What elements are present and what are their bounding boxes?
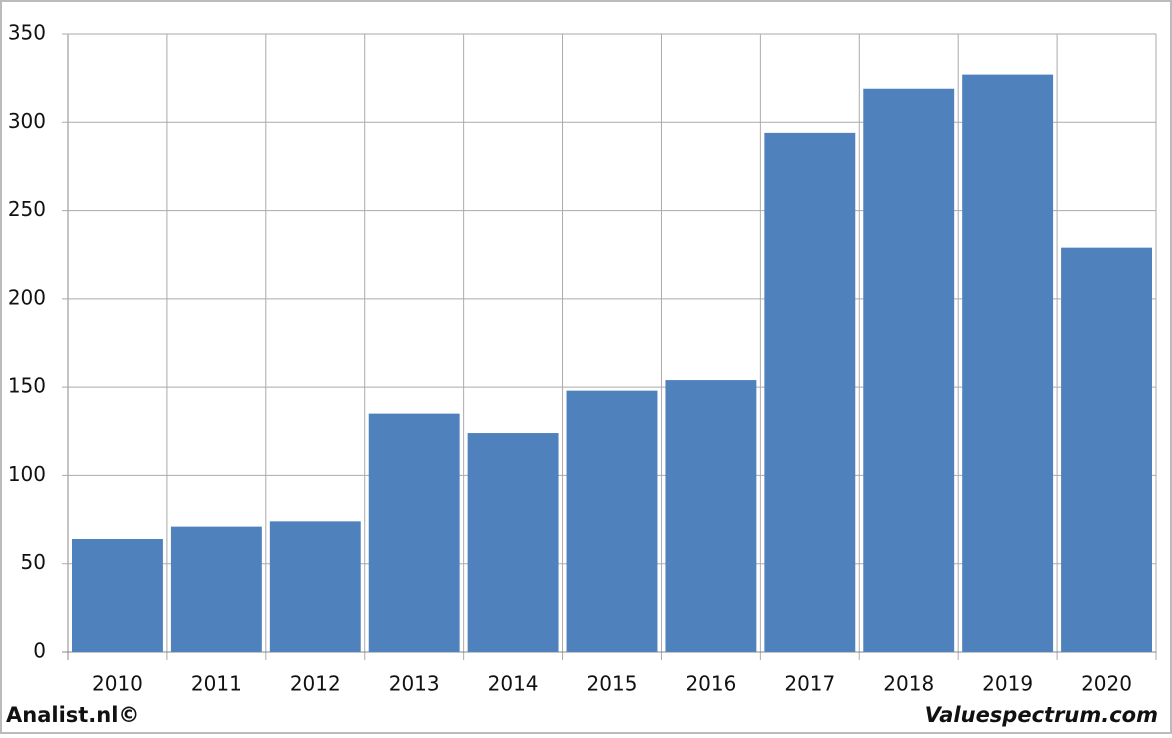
bar	[764, 132, 856, 652]
y-tick-label: 250	[8, 197, 46, 221]
bar	[269, 521, 361, 652]
footer-left: Analist.nl©	[6, 703, 139, 727]
y-tick-label: 0	[33, 639, 46, 663]
y-tick-label: 50	[21, 550, 46, 574]
footer-right: Valuespectrum.com	[925, 703, 1158, 727]
y-tick-label: 200	[8, 285, 46, 309]
x-tick-label: 2016	[685, 672, 736, 696]
bar	[665, 380, 757, 652]
x-tick-label: 2019	[982, 672, 1033, 696]
bar	[170, 526, 262, 652]
y-tick-label: 150	[8, 374, 46, 398]
x-tick-label: 2018	[883, 672, 934, 696]
bar	[1061, 247, 1152, 652]
bar	[962, 74, 1054, 652]
x-tick-label: 2013	[389, 672, 440, 696]
x-tick-label: 2012	[290, 672, 341, 696]
x-tick-label: 2017	[784, 672, 835, 696]
bar	[566, 390, 658, 652]
y-tick-label: 300	[8, 109, 46, 133]
bar	[368, 413, 460, 652]
bar	[72, 538, 163, 652]
x-tick-label: 2014	[488, 672, 539, 696]
x-tick-label: 2015	[587, 672, 638, 696]
bar	[863, 88, 955, 653]
bar	[467, 433, 559, 652]
y-tick-label: 100	[8, 462, 46, 486]
x-tick-label: 2010	[92, 672, 143, 696]
x-tick-label: 2020	[1081, 672, 1132, 696]
x-tick-label: 2011	[191, 672, 242, 696]
y-tick-label: 350	[8, 21, 46, 45]
